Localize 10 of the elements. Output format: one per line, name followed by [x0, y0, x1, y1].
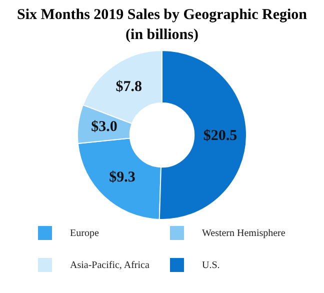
chart-subtitle: (in billions) — [126, 26, 198, 43]
data-label: $20.5 — [203, 128, 238, 144]
legend-label: Asia-Pacific, Africa — [70, 260, 150, 270]
data-label: $9.3 — [109, 170, 136, 186]
data-label: $3.0 — [91, 119, 118, 136]
legend-label: Western Hemisphere — [202, 228, 286, 238]
data-label: $7.8 — [116, 78, 142, 95]
chart-title: Six Months 2019 Sales by Geographic Region — [16, 6, 308, 23]
legend-label: U.S. — [202, 260, 220, 270]
legend-label: Europe — [70, 228, 99, 238]
